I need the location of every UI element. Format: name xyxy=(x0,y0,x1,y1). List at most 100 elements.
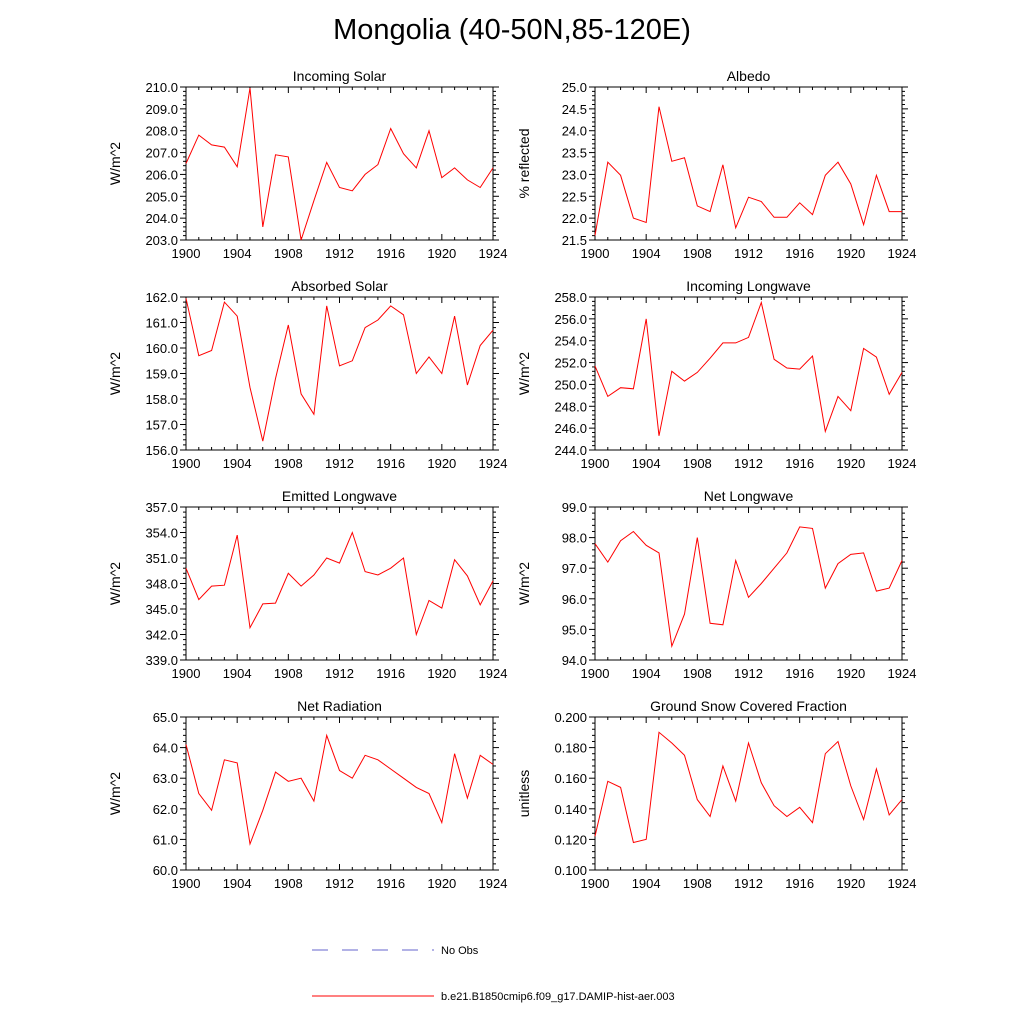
x-tick-label: 1900 xyxy=(172,246,201,261)
y-tick-label: 207.0 xyxy=(145,146,178,161)
x-tick-label: 1904 xyxy=(223,876,252,891)
y-tick-label: 64.0 xyxy=(153,741,178,756)
y-tick-label: 63.0 xyxy=(153,771,178,786)
y-axis-label: W/m^2 xyxy=(107,772,123,815)
x-tick-label: 1916 xyxy=(785,876,814,891)
panel-title: Net Radiation xyxy=(297,698,382,714)
x-tick-label: 1900 xyxy=(581,456,610,471)
x-tick-label: 1916 xyxy=(785,456,814,471)
plot-frame xyxy=(594,716,903,871)
y-tick-label: 62.0 xyxy=(153,802,178,817)
figure-title: Mongolia (40-50N,85-120E) xyxy=(333,14,691,46)
x-tick-label: 1912 xyxy=(734,246,763,261)
panel-7: Net Radiation W/m^2 1900 1904 1908 1912 1916 19… xyxy=(107,698,507,891)
x-tick-label: 1924 xyxy=(888,456,917,471)
y-tick-label: 256.0 xyxy=(554,312,587,327)
x-tick-label: 1912 xyxy=(325,246,354,261)
y-axis-label: W/m^2 xyxy=(516,352,532,395)
x-tick-label: 1912 xyxy=(734,456,763,471)
panel-8: Ground Snow Covered Fraction unitless 1900… xyxy=(516,698,916,891)
y-tick-label: 0.120 xyxy=(554,832,587,847)
x-tick-label: 1908 xyxy=(274,876,303,891)
y-tick-label: 160.0 xyxy=(145,341,178,356)
y-tick-label: 24.5 xyxy=(562,102,587,117)
x-tick-label: 1920 xyxy=(427,246,456,261)
y-tick-label: 23.0 xyxy=(562,167,587,182)
y-tick-label: 339.0 xyxy=(145,653,178,668)
y-tick-label: 351.0 xyxy=(145,551,178,566)
series-line xyxy=(185,298,494,442)
y-tick-label: 246.0 xyxy=(554,421,587,436)
x-tick-label: 1916 xyxy=(376,456,405,471)
series-line xyxy=(594,300,903,436)
x-tick-label: 1908 xyxy=(683,246,712,261)
y-tick-label: 206.0 xyxy=(145,167,178,182)
y-tick-label: 0.100 xyxy=(554,863,587,878)
x-tick-label: 1924 xyxy=(479,246,508,261)
x-tick-label: 1908 xyxy=(274,246,303,261)
y-tick-label: 94.0 xyxy=(562,653,587,668)
y-tick-label: 0.180 xyxy=(554,741,587,756)
panel-title: Emitted Longwave xyxy=(282,488,397,504)
x-tick-label: 1900 xyxy=(172,456,201,471)
x-tick-label: 1912 xyxy=(325,456,354,471)
x-tick-label: 1912 xyxy=(734,876,763,891)
y-tick-label: 0.200 xyxy=(554,710,587,725)
y-tick-label: 208.0 xyxy=(145,124,178,139)
y-tick-label: 210.0 xyxy=(145,80,178,95)
panel-1: Incoming Solar W/m^2 1900 1904 1908 1912 1916 1… xyxy=(107,68,507,261)
y-tick-label: 348.0 xyxy=(145,577,178,592)
x-tick-label: 1908 xyxy=(274,666,303,681)
y-tick-label: 158.0 xyxy=(145,392,178,407)
series-line xyxy=(185,88,494,241)
x-tick-label: 1908 xyxy=(683,666,712,681)
series-line xyxy=(185,733,494,846)
y-tick-label: 24.0 xyxy=(562,124,587,139)
x-tick-label: 1916 xyxy=(376,666,405,681)
panel-title: Incoming Longwave xyxy=(686,278,811,294)
y-tick-label: 98.0 xyxy=(562,531,587,546)
y-tick-label: 244.0 xyxy=(554,443,587,458)
x-tick-label: 1924 xyxy=(888,246,917,261)
x-tick-label: 1924 xyxy=(479,666,508,681)
y-tick-label: 205.0 xyxy=(145,189,178,204)
x-tick-label: 1904 xyxy=(632,246,661,261)
y-tick-label: 25.0 xyxy=(562,80,587,95)
plot-frame xyxy=(594,506,903,661)
y-tick-label: 60.0 xyxy=(153,863,178,878)
y-tick-label: 0.140 xyxy=(554,802,587,817)
plot-frame xyxy=(594,296,903,451)
x-tick-label: 1916 xyxy=(785,666,814,681)
y-tick-label: 203.0 xyxy=(145,233,178,248)
panel-6: Net Longwave W/m^2 1900 1904 1908 1912 1916 192… xyxy=(516,488,916,681)
x-tick-label: 1900 xyxy=(581,876,610,891)
panel-title: Absorbed Solar xyxy=(291,278,388,294)
y-tick-label: 156.0 xyxy=(145,443,178,458)
x-tick-label: 1904 xyxy=(223,456,252,471)
x-tick-label: 1904 xyxy=(223,666,252,681)
x-tick-label: 1916 xyxy=(376,876,405,891)
y-tick-label: 254.0 xyxy=(554,334,587,349)
x-tick-label: 1920 xyxy=(836,876,865,891)
x-tick-label: 1920 xyxy=(836,666,865,681)
panel-title: Ground Snow Covered Fraction xyxy=(650,698,847,714)
series-line xyxy=(185,531,494,637)
y-tick-label: 252.0 xyxy=(554,356,587,371)
y-tick-label: 99.0 xyxy=(562,500,587,515)
x-tick-label: 1904 xyxy=(223,246,252,261)
y-tick-label: 204.0 xyxy=(145,211,178,226)
y-axis-label: W/m^2 xyxy=(107,142,123,185)
x-tick-label: 1920 xyxy=(427,876,456,891)
y-tick-label: 354.0 xyxy=(145,526,178,541)
series-line xyxy=(594,106,902,236)
y-tick-label: 345.0 xyxy=(145,602,178,617)
panel-title: Albedo xyxy=(727,68,771,84)
y-axis-label: unitless xyxy=(516,770,532,817)
x-tick-label: 1904 xyxy=(632,456,661,471)
y-tick-label: 61.0 xyxy=(153,832,178,847)
y-tick-label: 97.0 xyxy=(562,561,587,576)
x-tick-label: 1924 xyxy=(479,456,508,471)
x-tick-label: 1908 xyxy=(683,456,712,471)
